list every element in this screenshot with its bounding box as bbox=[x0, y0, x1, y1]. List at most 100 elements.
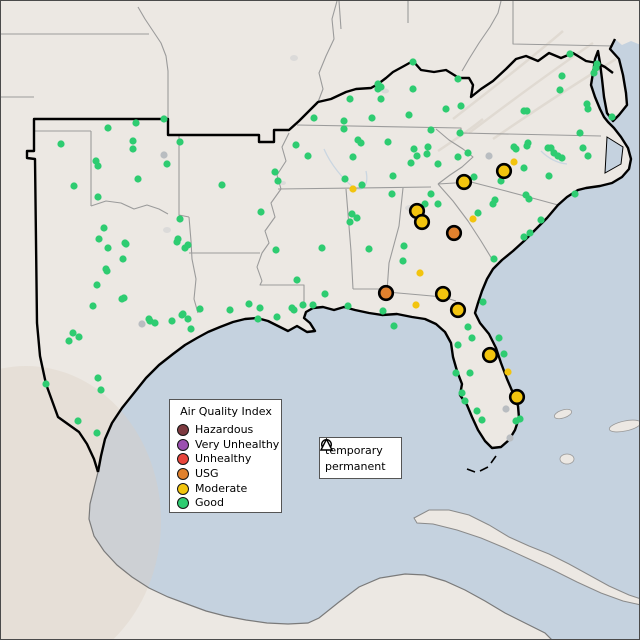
temporary-station-marker-usg bbox=[445, 224, 463, 242]
station-marker-good bbox=[374, 85, 382, 93]
station-marker-good bbox=[479, 298, 487, 306]
station-marker-good bbox=[129, 137, 137, 145]
temporary-station-marker-moderate bbox=[413, 213, 431, 231]
station-marker-good bbox=[566, 50, 574, 58]
station-marker-good bbox=[293, 276, 301, 284]
station-marker-good bbox=[584, 105, 592, 113]
station-marker-good bbox=[407, 159, 415, 167]
station-marker-good bbox=[390, 322, 398, 330]
station-marker-good bbox=[344, 302, 352, 310]
station-marker-good bbox=[466, 369, 474, 377]
station-marker-good bbox=[100, 224, 108, 232]
station-marker-good bbox=[579, 144, 587, 152]
station-marker-good bbox=[256, 304, 264, 312]
station-marker-good bbox=[423, 150, 431, 158]
station-marker-good bbox=[346, 95, 354, 103]
station-marker-good bbox=[454, 341, 462, 349]
station-markers-layer bbox=[42, 50, 616, 442]
station-marker-good bbox=[558, 72, 566, 80]
station-marker-good bbox=[516, 415, 524, 423]
aqi-swatch-hazardous bbox=[177, 424, 189, 437]
station-marker-good bbox=[399, 257, 407, 265]
station-marker-moderate bbox=[349, 185, 357, 193]
aqi-legend-item-usg: USG bbox=[177, 467, 275, 482]
mexico-coastline bbox=[88, 471, 552, 639]
aqi-legend-title: Air Quality Index bbox=[180, 405, 272, 418]
station-marker-good bbox=[353, 214, 361, 222]
station-marker-missing bbox=[138, 320, 146, 328]
station-marker-good bbox=[218, 181, 226, 189]
aqi-label: Good bbox=[195, 496, 224, 510]
temporary-station-marker-moderate bbox=[455, 173, 473, 191]
station-marker-good bbox=[400, 242, 408, 250]
station-marker-good bbox=[490, 255, 498, 263]
station-marker-good bbox=[405, 111, 413, 119]
station-marker-good bbox=[474, 209, 482, 217]
station-marker-good bbox=[427, 190, 435, 198]
aqi-legend-item-moderate: Moderate bbox=[177, 481, 275, 496]
station-marker-good bbox=[104, 244, 112, 252]
station-marker-good bbox=[132, 119, 140, 127]
aqi-legend-item-hazardous: Hazardous bbox=[177, 423, 275, 438]
station-marker-moderate bbox=[504, 368, 512, 376]
station-marker-missing bbox=[485, 152, 493, 160]
station-marker-good bbox=[299, 301, 307, 309]
station-marker-good bbox=[94, 162, 102, 170]
station-marker-good bbox=[340, 117, 348, 125]
station-marker-good bbox=[368, 114, 376, 122]
station-marker-good bbox=[434, 200, 442, 208]
temporary-station-marker-moderate bbox=[495, 162, 513, 180]
aqi-legend: Air Quality Index Hazardous Very Unhealth… bbox=[169, 399, 282, 513]
station-marker-good bbox=[556, 86, 564, 94]
station-marker-good bbox=[384, 138, 392, 146]
station-marker-good bbox=[442, 105, 450, 113]
station-marker-good bbox=[119, 255, 127, 263]
station-marker-good bbox=[458, 389, 466, 397]
station-marker-good bbox=[257, 208, 265, 216]
station-marker-good bbox=[187, 325, 195, 333]
station-marker-good bbox=[374, 80, 382, 88]
temporary-station-marker-moderate bbox=[434, 285, 452, 303]
station-marker-good bbox=[409, 58, 417, 66]
station-marker-good bbox=[273, 313, 281, 321]
temporary-station-marker-moderate bbox=[449, 301, 467, 319]
station-marker-good bbox=[254, 315, 262, 323]
station-marker-good bbox=[524, 139, 532, 147]
station-marker-good bbox=[388, 190, 396, 198]
station-marker-good bbox=[145, 315, 153, 323]
aqi-swatch-unhealthy bbox=[177, 453, 189, 466]
station-marker-good bbox=[94, 193, 102, 201]
station-marker-good bbox=[69, 329, 77, 337]
pamlico-sound bbox=[604, 136, 624, 174]
station-marker-good bbox=[173, 238, 181, 246]
station-marker-good bbox=[309, 301, 317, 309]
aqi-swatch-good bbox=[177, 497, 189, 510]
aqi-legend-item-very_unhealthy: Very Unhealthy bbox=[177, 438, 279, 453]
station-marker-good bbox=[74, 417, 82, 425]
station-marker-good bbox=[349, 153, 357, 161]
station-marker-good bbox=[491, 196, 499, 204]
station-marker-good bbox=[304, 152, 312, 160]
station-marker-good bbox=[461, 397, 469, 405]
station-marker-good bbox=[522, 191, 530, 199]
station-marker-good bbox=[226, 306, 234, 314]
temporary-station-marker-usg bbox=[377, 284, 395, 302]
station-marker-good bbox=[554, 152, 562, 160]
station-marker-moderate bbox=[510, 158, 518, 166]
station-marker-good bbox=[168, 317, 176, 325]
station-marker-good bbox=[500, 350, 508, 358]
temporary-station-marker-moderate bbox=[508, 388, 526, 406]
marker-type-items: temporary permanent bbox=[320, 438, 396, 474]
station-marker-good bbox=[520, 164, 528, 172]
station-marker-good bbox=[181, 244, 189, 252]
station-marker-good bbox=[478, 416, 486, 424]
station-marker-good bbox=[357, 139, 365, 147]
station-marker-good bbox=[42, 380, 50, 388]
station-marker-good bbox=[245, 300, 253, 308]
aqi-legend-item-good: Good bbox=[177, 496, 275, 511]
station-marker-missing bbox=[506, 434, 514, 442]
station-marker-moderate bbox=[412, 301, 420, 309]
aqi-label: Unhealthy bbox=[195, 452, 252, 466]
